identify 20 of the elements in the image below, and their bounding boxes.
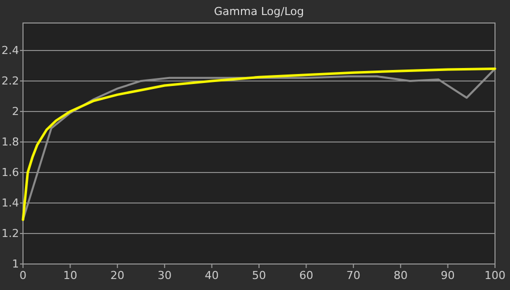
x-tick-label: 40: [204, 268, 219, 282]
x-tick-label: 100: [484, 268, 506, 282]
y-tick-label: 1.2: [2, 227, 19, 240]
chart-title: Gamma Log/Log: [214, 5, 304, 18]
y-tick-label: 1.4: [2, 196, 19, 210]
y-tick-label: 1.8: [2, 135, 19, 148]
x-tick-label: 10: [63, 268, 78, 282]
x-tick-label: 50: [252, 268, 266, 282]
x-tick-label: 80: [394, 268, 408, 282]
x-tick-label: 70: [346, 268, 360, 282]
y-tick-label: 1: [12, 258, 19, 271]
y-tick-label: 1.6: [2, 166, 19, 179]
y-tick-label: 2.2: [2, 74, 19, 88]
x-tick-label: 30: [158, 268, 172, 282]
x-tick-label: 0: [20, 268, 26, 282]
y-tick-label: 2: [12, 104, 19, 118]
x-tick-label: 20: [110, 268, 124, 282]
x-tick-label: 90: [440, 268, 455, 282]
y-tick-label: 2.4: [2, 44, 19, 57]
x-tick-label: 60: [299, 268, 314, 282]
